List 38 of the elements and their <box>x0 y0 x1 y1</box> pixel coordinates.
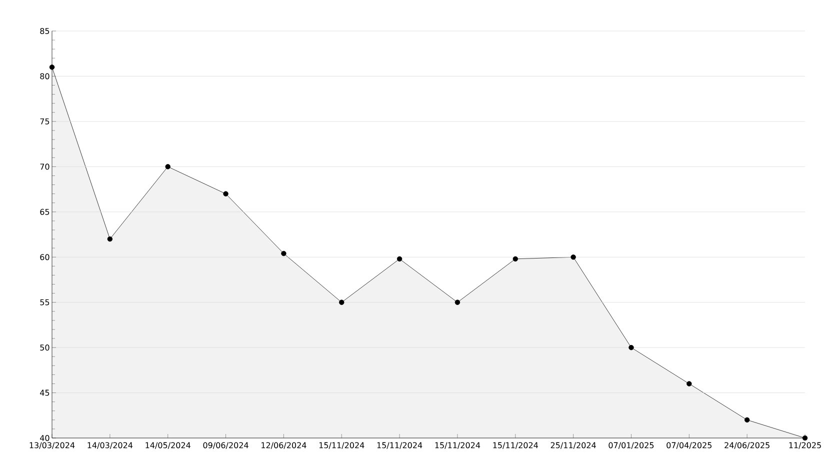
y-tick-label: 75 <box>40 118 50 124</box>
x-tick-label: 24/06/2025 <box>724 442 770 449</box>
x-tick-label: 12/06/2024 <box>262 442 306 449</box>
point <box>165 164 170 170</box>
y-tick-label: 60 <box>40 254 50 260</box>
point <box>281 250 286 256</box>
y-tick-label: 50 <box>40 344 50 351</box>
point <box>802 435 808 441</box>
point <box>744 417 750 423</box>
point <box>628 344 634 350</box>
y-tick-label: 40 <box>40 434 50 442</box>
x-tick-label: 07/04/2025 <box>666 442 712 449</box>
y-tick-label: 55 <box>40 299 50 306</box>
x-tick-label: 11/2025 <box>789 442 821 449</box>
x-tick-label: 07/01/2025 <box>608 442 654 449</box>
x-tick-label: 25/11/2024 <box>550 442 596 449</box>
point <box>454 300 460 305</box>
y-tick-label: 85 <box>40 28 50 34</box>
point <box>396 256 402 262</box>
point <box>686 381 692 386</box>
point <box>339 300 344 305</box>
x-tick-label: 14/05/2024 <box>146 442 190 449</box>
x-tick-label: 15/11/2024 <box>319 442 364 449</box>
x-tick-label: 09/06/2024 <box>203 442 248 449</box>
y-tick-label: 80 <box>40 73 50 80</box>
y-tick-label: 45 <box>40 390 50 396</box>
x-tick-label: 15/11/2024 <box>493 442 538 449</box>
y-tick-label: 65 <box>40 208 50 215</box>
point <box>49 64 55 70</box>
point <box>512 256 518 262</box>
point <box>107 236 113 242</box>
point <box>223 191 228 196</box>
point <box>570 254 576 260</box>
x-tick-label: 15/11/2024 <box>377 442 422 449</box>
x-tick-label: 13/03/2024 <box>30 442 75 449</box>
y-tick-label: 70 <box>40 164 50 170</box>
x-tick-label: 14/03/2024 <box>88 442 133 449</box>
x-tick-label: 15/11/2024 <box>435 442 480 449</box>
